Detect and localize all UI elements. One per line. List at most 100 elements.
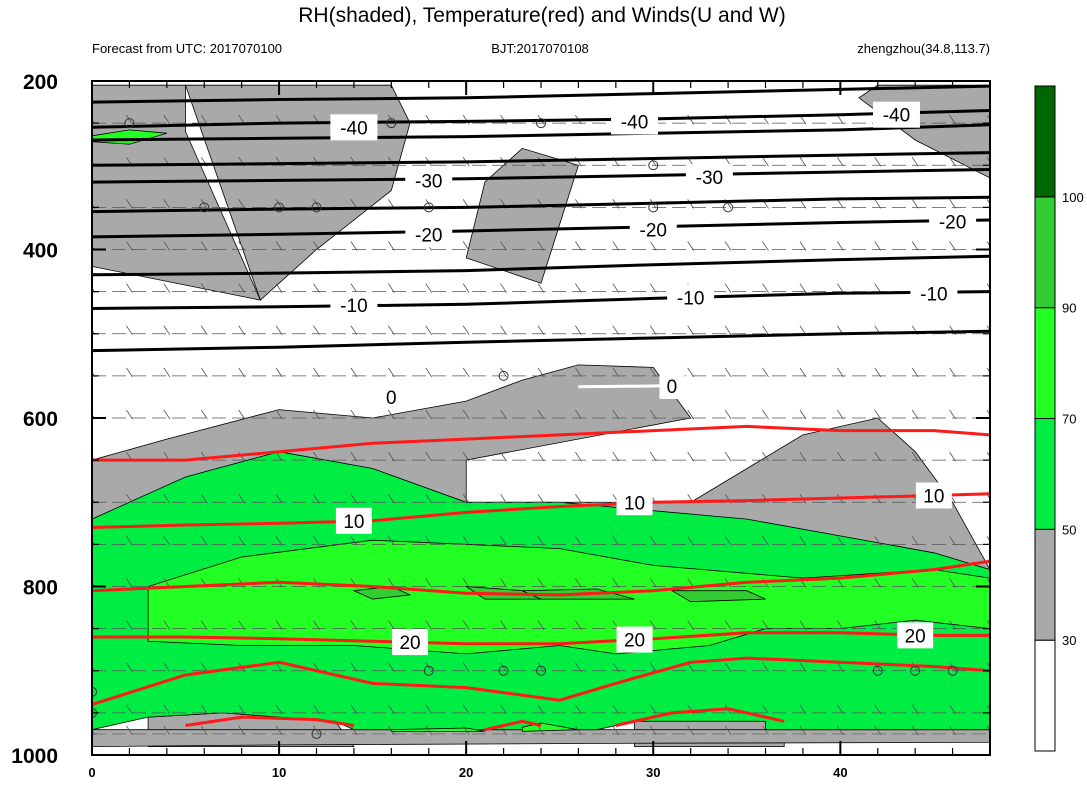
- wind-barb: [313, 241, 320, 251]
- wind-barb: [724, 325, 732, 335]
- wind-barb: [425, 325, 433, 335]
- wind-barb: [762, 451, 769, 462]
- wind-barb: [874, 578, 882, 588]
- wind-barb: [949, 451, 956, 462]
- red-isotherm-line: [185, 715, 355, 727]
- wind-barb: [986, 578, 990, 584]
- wind-barb: [92, 729, 96, 736]
- contour-label: -30: [415, 171, 442, 192]
- rh-region-green90: [670, 590, 766, 603]
- wind-barb: [462, 409, 470, 420]
- red-isotherm-line: [484, 719, 542, 732]
- wind-barb: [462, 494, 470, 504]
- wind-barb: [575, 283, 582, 293]
- y-tick-label: 1000: [11, 745, 58, 768]
- wind-barb: [500, 620, 507, 630]
- red-isotherm-line: [615, 707, 785, 727]
- isotherm-line: [92, 168, 990, 184]
- x-tick-label: 0: [88, 765, 95, 780]
- wind-barb: [537, 578, 545, 588]
- wind-barb: [911, 725, 919, 736]
- wind-barb: [799, 536, 807, 546]
- x-tick-label: 30: [646, 765, 660, 780]
- wind-barb: [575, 536, 582, 546]
- wind-barb: [462, 241, 470, 251]
- contour-label: -20: [415, 225, 442, 246]
- colorbar-swatch: [1034, 639, 1056, 752]
- calm-marker: [311, 728, 322, 739]
- wind-barb: [612, 409, 620, 420]
- wind-barb: [837, 704, 844, 715]
- y-tick-label: 400: [23, 240, 58, 263]
- wind-barb: [462, 620, 470, 630]
- wind-barb: [537, 325, 545, 335]
- wind-barb: [612, 451, 620, 462]
- wind-barb: [462, 704, 470, 715]
- wind-barb: [649, 578, 657, 588]
- contour-label-box: [405, 167, 453, 194]
- wind-barb: [837, 241, 844, 251]
- wind-barb: [575, 725, 582, 736]
- wind-barb: [462, 367, 470, 378]
- wind-barb: [388, 241, 395, 251]
- wind-barb: [425, 620, 433, 630]
- wind-barb: [612, 536, 620, 546]
- wind-barb: [762, 620, 769, 630]
- calm-marker: [92, 686, 97, 697]
- wind-barb: [612, 241, 620, 251]
- wind-barb: [425, 283, 433, 293]
- colorbar-tick-label: 50: [1062, 522, 1076, 537]
- wind-barb: [762, 409, 769, 420]
- contour-label: -20: [640, 220, 667, 241]
- calm-wind-markers: [92, 118, 958, 739]
- wind-barb: [200, 325, 208, 335]
- wind-barb: [163, 325, 171, 335]
- wind-barb: [762, 536, 769, 546]
- contour-label-box: [330, 292, 378, 319]
- y-tick-label: 600: [23, 408, 58, 431]
- wind-barb: [986, 662, 990, 668]
- wind-barb: [575, 578, 582, 588]
- contour-label: 20: [624, 631, 645, 652]
- wind-barb: [874, 409, 882, 420]
- wind-barb: [537, 620, 545, 630]
- wind-barb: [762, 367, 769, 378]
- wind-barb: [762, 662, 769, 672]
- wind-barb: [313, 409, 320, 420]
- x-tick-label: 10: [272, 765, 286, 780]
- wind-barb: [649, 451, 657, 462]
- wind-barb: [724, 241, 732, 251]
- contour-label-box: [685, 164, 733, 191]
- wind-barb: [238, 620, 245, 630]
- wind-barb: [200, 620, 208, 630]
- wind-barb: [200, 704, 208, 715]
- wind-barb: [200, 199, 208, 209]
- wind-barb: [462, 662, 470, 672]
- subtitle-left: Forecast from UTC: 2017070100: [92, 41, 282, 56]
- colorbar-swatch: [1034, 528, 1056, 641]
- wind-barb: [350, 325, 358, 335]
- wind-barb: [313, 157, 320, 167]
- wind-barb: [275, 704, 283, 715]
- isotherm-line: [92, 218, 990, 239]
- calm-marker: [124, 118, 135, 129]
- contour-label-box: [616, 489, 653, 516]
- wind-barb: [200, 494, 208, 504]
- wind-barb: [126, 578, 133, 588]
- wind-barb: [687, 725, 694, 736]
- wind-barb: [949, 199, 956, 209]
- wind-barb: [612, 662, 620, 672]
- contour-label: -40: [340, 118, 367, 139]
- wind-barb: [762, 283, 769, 293]
- wind-barb: [275, 325, 283, 335]
- wind-barb: [799, 409, 807, 420]
- wind-barb: [500, 451, 507, 462]
- wind-barb: [575, 620, 582, 630]
- wind-barb: [388, 283, 395, 293]
- contour-label: -10: [340, 296, 367, 317]
- wind-barb: [200, 367, 208, 378]
- wind-barb: [537, 367, 545, 378]
- contour-label: -30: [696, 168, 723, 189]
- contour-label: 10: [343, 512, 364, 533]
